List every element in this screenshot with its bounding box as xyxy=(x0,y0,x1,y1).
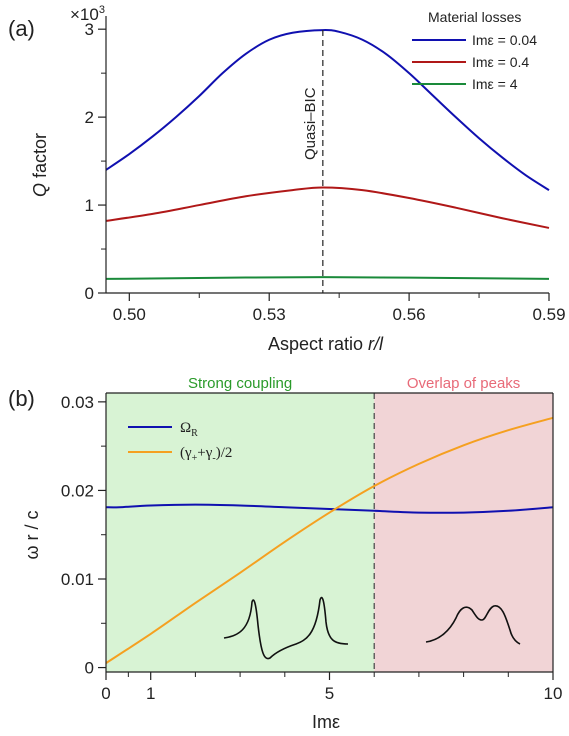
panel-b-chart: (b) 0 1 5 10 0 0.01 0.02 0.03 Strong coupling O… xyxy=(8,375,562,732)
region-background-0 xyxy=(106,393,375,672)
legend-entry-label: Imε = 4 xyxy=(472,76,518,92)
panel-b-axes: 0 1 5 10 0 0.01 0.02 0.03 xyxy=(61,392,563,703)
legend-entry-label: Imε = 0.4 xyxy=(472,54,529,70)
panel-a-multiplier: ×103 xyxy=(70,4,105,24)
panel-a-quasi-bic-label: Quasi–BIC xyxy=(302,87,319,160)
panel-a-series-line-2 xyxy=(105,276,550,280)
panel-a-chart: (a) ×103 Quasi–BIC 0.50 0.53 0.56 0.590123 … xyxy=(8,4,566,354)
y-tick-label: 2 xyxy=(85,108,94,127)
panel-b-series-line-1 xyxy=(105,416,554,664)
x-tick-label: 10 xyxy=(544,684,563,703)
panel-a-series-line-0 xyxy=(105,29,550,191)
region-background-1 xyxy=(374,393,553,672)
panel-b-xlabel: Imε xyxy=(312,712,340,732)
panel-b-label: (b) xyxy=(8,386,35,411)
y-tick-label: 3 xyxy=(85,20,94,39)
y-tick-label: 0.02 xyxy=(61,481,94,500)
x-tick-label: 0.50 xyxy=(113,305,146,324)
panel-a-xlabel: Aspect ratio r/l xyxy=(268,334,384,354)
legend-entry-label: Imε = 0.04 xyxy=(472,32,537,48)
y-tick-label: 1 xyxy=(85,196,94,215)
panel-b-legend: ΩR (γ++γ-)/2 xyxy=(128,420,232,464)
panel-a-ylabel: Q factor xyxy=(30,133,50,197)
panel-a-legend: Imε = 0.04 Imε = 0.4 Imε = 4 xyxy=(412,32,537,92)
panel-a-legend-title: Material losses xyxy=(428,9,521,25)
x-tick-label: 0.56 xyxy=(393,305,426,324)
y-tick-label: 0 xyxy=(85,284,94,303)
panel-b-ylabel: ω r / c xyxy=(22,510,42,559)
x-tick-label: 0.53 xyxy=(253,305,286,324)
overlap-of-peaks-label: Overlap of peaks xyxy=(407,375,520,392)
x-tick-label: 0.59 xyxy=(532,305,565,324)
x-tick-label: 0 xyxy=(101,684,110,703)
panel-a-label: (a) xyxy=(8,16,35,41)
strong-coupling-label: Strong coupling xyxy=(188,375,292,392)
legend-gamma-label: (γ++γ-)/2 xyxy=(180,445,232,464)
panel-a-series-group xyxy=(105,29,550,280)
legend-omega-label: ΩR xyxy=(180,420,198,439)
strong-coupling-spectrum-icon xyxy=(223,596,349,660)
panel-b-regions xyxy=(106,393,553,672)
y-tick-label: 0 xyxy=(85,659,94,678)
panel-a-axes: 0.50 0.53 0.56 0.59 0 1 2 3 xyxy=(85,16,566,324)
panel-a-series-line-1 xyxy=(105,186,550,229)
x-tick-label: 1 xyxy=(146,684,155,703)
overlap-spectrum-icon xyxy=(425,605,521,645)
x-tick-label: 5 xyxy=(325,684,334,703)
panel-b-series-group xyxy=(105,416,554,664)
y-tick-label: 0.03 xyxy=(61,393,94,412)
y-tick-label: 0.01 xyxy=(61,570,94,589)
panel-b-series-line-0 xyxy=(105,503,554,514)
